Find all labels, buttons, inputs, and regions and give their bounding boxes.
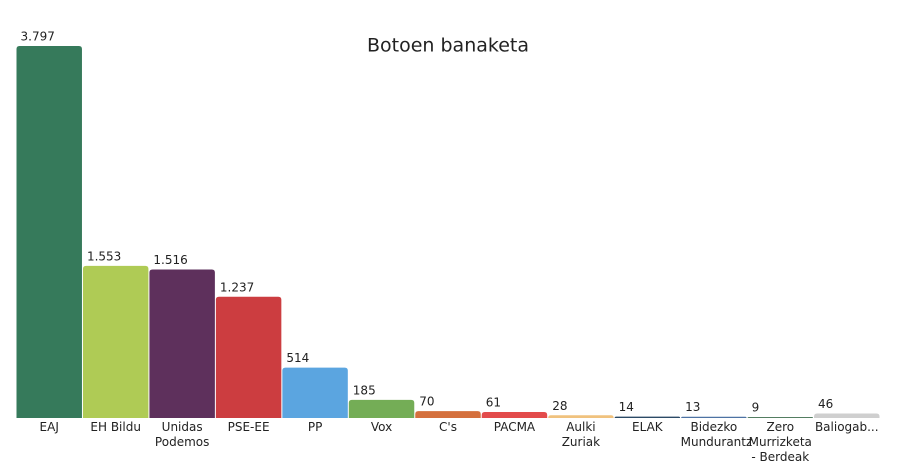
x-tick-label: Zero Murrizketa - Berdeak [748,420,812,463]
value-label: 70 [419,395,434,409]
x-tick-label: PP [307,420,323,434]
x-tick-label: Baliogab... [814,420,879,434]
value-label: 185 [353,383,376,397]
value-label: 14 [619,400,634,414]
x-tick-label: EH Bildu [90,420,141,434]
value-label: 28 [552,399,567,413]
bar [348,399,415,418]
bar [481,412,548,418]
value-label: 46 [818,397,833,411]
chart-title: Botoen banaketa [367,35,529,57]
value-label: 3.797 [21,30,55,44]
value-label: 1.237 [220,280,254,294]
x-tick-label: Unidas Podemos [154,420,210,449]
bar [681,416,747,418]
value-label: 61 [486,396,501,410]
bar [415,411,481,418]
bar [814,413,880,418]
bar [149,269,215,418]
x-tick-label: EAJ [39,420,59,434]
x-tick-label: ELAK [632,420,663,434]
bar [82,265,149,418]
x-tick-label: Vox [370,420,393,434]
x-tick-label: PACMA [493,420,536,434]
value-label: 1.553 [87,249,121,263]
value-label: 1.516 [153,253,187,267]
x-tick-label: PSE-EE [227,420,270,434]
x-tick-label: C's [439,420,457,434]
bar [614,416,681,418]
bar [282,367,348,418]
value-label: 514 [286,351,309,365]
x-tick-label: Bidezko Mundurantz [680,420,753,449]
value-label: 13 [685,400,700,414]
bar [215,296,282,418]
bar [16,46,82,418]
x-tick-label: Aulki Zuriak [561,420,601,449]
value-label: 9 [752,401,760,415]
bar [747,417,814,418]
bar [548,415,614,418]
